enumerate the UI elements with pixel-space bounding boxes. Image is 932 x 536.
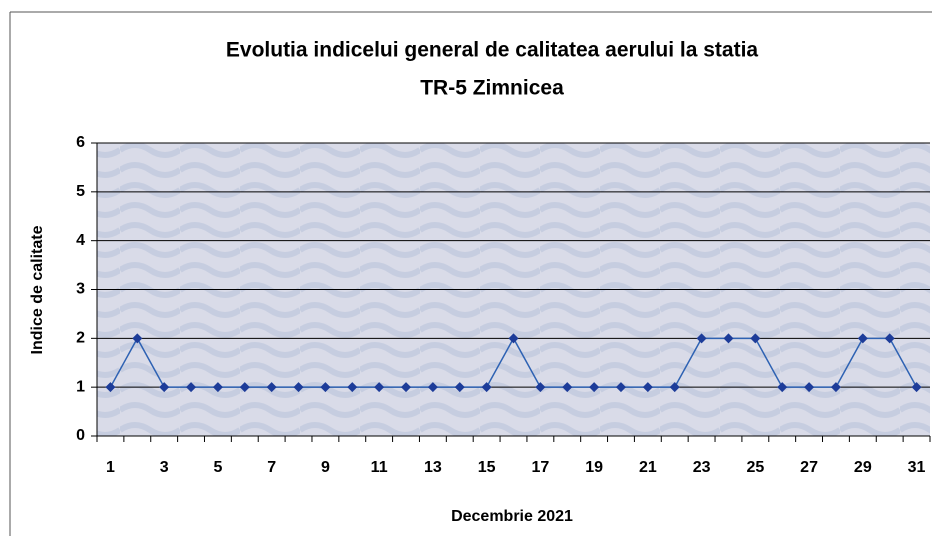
y-tick-label: 2 [76, 330, 85, 347]
y-axis-label: Indice de calitate [29, 225, 46, 354]
marker [642, 382, 653, 393]
marker [293, 382, 304, 393]
x-tick-label: 31 [908, 459, 926, 476]
marker [804, 382, 815, 393]
y-tick-label: 5 [76, 183, 85, 200]
marker [266, 382, 277, 393]
x-axis-label: Decembrie 2021 [451, 508, 573, 525]
x-tick-label: 19 [585, 459, 603, 476]
x-tick-label: 13 [424, 459, 442, 476]
chart-title: Evolutia indicelui general de calitatea … [226, 39, 759, 62]
x-tick-label: 23 [693, 459, 711, 476]
x-tick-label: 25 [746, 459, 764, 476]
marker [777, 382, 788, 393]
marker [212, 382, 223, 393]
marker [159, 382, 170, 393]
marker [857, 333, 868, 344]
x-tick-label: 21 [639, 459, 657, 476]
y-tick-label: 6 [76, 134, 85, 151]
x-tick-label: 29 [854, 459, 872, 476]
x-tick-label: 17 [531, 459, 549, 476]
marker [347, 382, 358, 393]
marker [132, 333, 143, 344]
x-tick-label: 3 [160, 459, 169, 476]
marker [105, 382, 116, 393]
x-tick-label: 9 [321, 459, 330, 476]
x-tick-label: 27 [800, 459, 818, 476]
y-tick-label: 1 [76, 378, 85, 395]
marker [562, 382, 573, 393]
marker [669, 382, 680, 393]
y-tick-label: 0 [76, 427, 85, 444]
chart-title: TR-5 Zimnicea [420, 77, 564, 100]
marker [615, 382, 626, 393]
x-tick-label: 7 [267, 459, 276, 476]
marker [320, 382, 331, 393]
marker [374, 382, 385, 393]
marker [186, 382, 197, 393]
marker [239, 382, 250, 393]
x-tick-label: 15 [478, 459, 496, 476]
marker [454, 382, 465, 393]
marker [723, 333, 734, 344]
marker [589, 382, 600, 393]
y-tick-label: 4 [76, 232, 85, 249]
marker [508, 333, 519, 344]
marker [696, 333, 707, 344]
x-tick-label: 1 [106, 459, 115, 476]
marker [911, 382, 922, 393]
marker [750, 333, 761, 344]
marker [481, 382, 492, 393]
x-tick-label: 11 [371, 459, 388, 476]
marker [884, 333, 895, 344]
marker [427, 382, 438, 393]
marker [535, 382, 546, 393]
y-tick-label: 3 [76, 281, 85, 298]
x-tick-label: 5 [213, 459, 222, 476]
marker [401, 382, 412, 393]
marker [830, 382, 841, 393]
